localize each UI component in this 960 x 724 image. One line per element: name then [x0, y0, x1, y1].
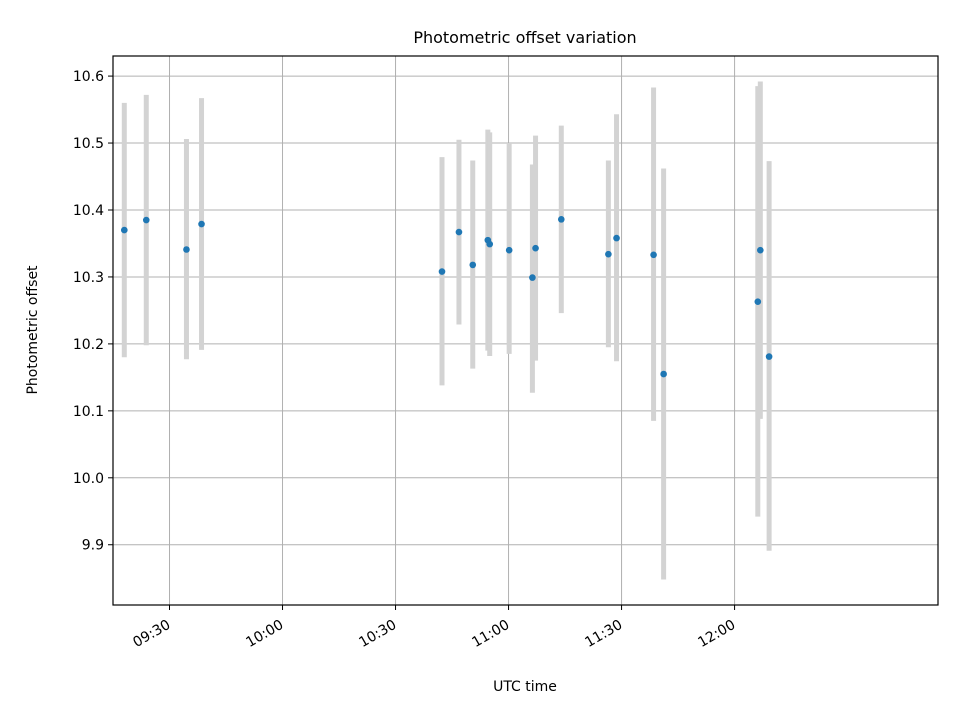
data-point: [660, 370, 667, 378]
data-point: [183, 246, 190, 253]
grid-lines: [113, 56, 938, 605]
data-point: [650, 251, 657, 259]
y-tick-label: 10.3: [73, 270, 104, 286]
y-axis-ticks: 9.9 10.0 10.1 10.2 10.3 10.4 10.5 10.6: [73, 69, 113, 554]
chart-title: Photometric offset variation: [413, 28, 636, 47]
y-tick-label: 10.1: [73, 404, 104, 420]
data-point: [605, 250, 612, 258]
y-tick-label: 10.2: [73, 337, 104, 353]
data-point: [557, 216, 565, 223]
data-point: [613, 234, 620, 242]
data-points: [121, 216, 773, 378]
y-tick-label: 10.4: [73, 203, 104, 219]
y-tick-label: 10.6: [73, 69, 104, 85]
data-point: [469, 261, 477, 269]
data-point: [532, 244, 539, 252]
y-tick-label: 9.9: [82, 538, 104, 554]
y-tick-label: 10.5: [73, 136, 104, 152]
data-point: [754, 298, 762, 306]
data-point: [455, 228, 463, 236]
x-axis-label: UTC time: [493, 679, 557, 695]
plot-area: [113, 56, 938, 605]
data-point: [757, 246, 764, 254]
data-point: [142, 216, 150, 224]
data-point: [198, 220, 205, 228]
data-point: [121, 226, 128, 234]
data-point: [529, 274, 536, 281]
data-point: [438, 268, 446, 275]
data-point: [765, 353, 773, 360]
y-axis-label: Photometric offset: [25, 265, 41, 395]
data-point: [486, 240, 494, 248]
plot-frame: [112, 55, 939, 606]
data-point: [505, 246, 513, 254]
y-tick-label: 10.0: [73, 471, 104, 487]
